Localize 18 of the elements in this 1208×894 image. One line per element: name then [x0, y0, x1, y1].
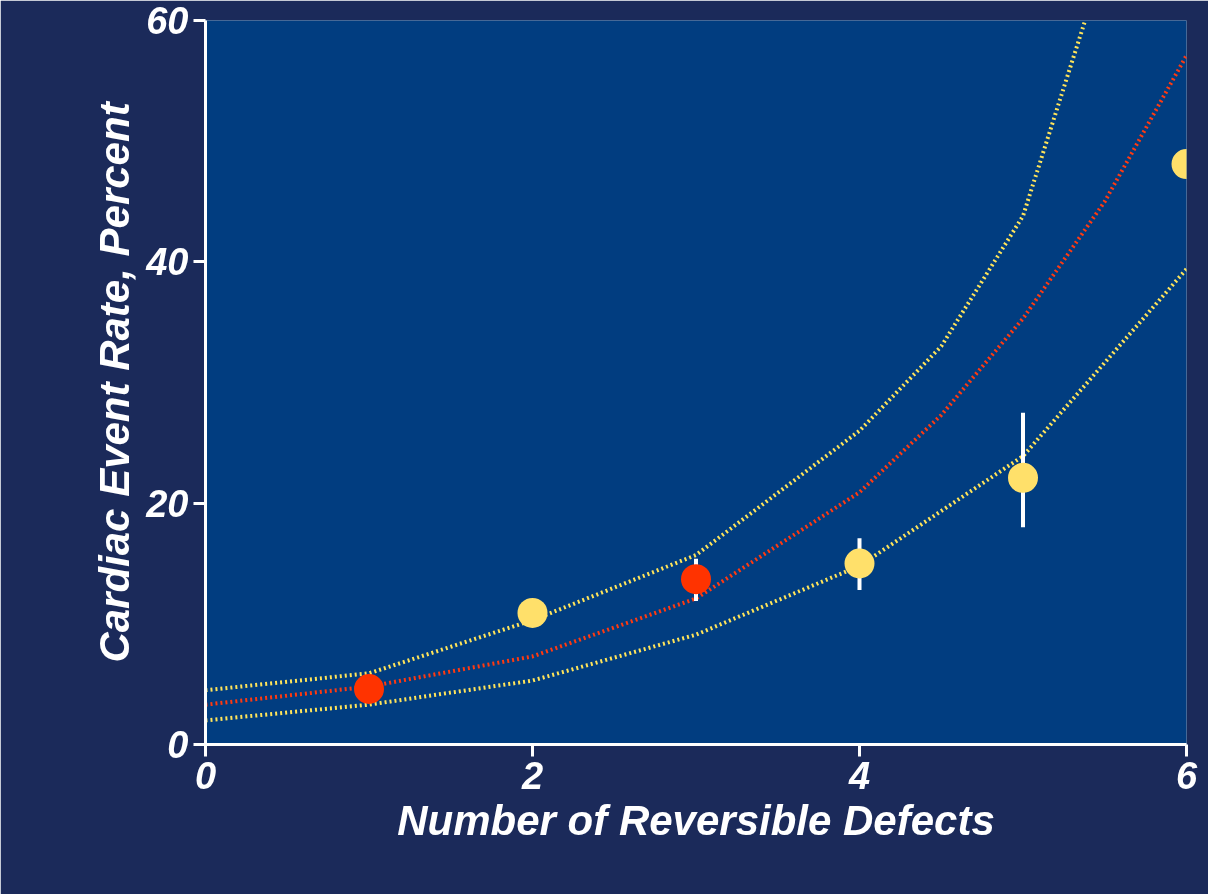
- y-tick-label: 40: [145, 241, 189, 284]
- y-tick-label: 0: [167, 724, 189, 766]
- point: [354, 674, 384, 704]
- line-series: [205, 267, 1187, 723]
- y-tick-label: 20: [145, 482, 189, 525]
- point: [844, 548, 875, 579]
- x-tick-label: 2: [520, 754, 544, 797]
- x-tick-label: 0: [194, 754, 217, 797]
- line-series: [205, 20, 1088, 693]
- point: [681, 564, 711, 595]
- x-tick-label: 6: [1175, 754, 1198, 797]
- x-tick-label: 4: [847, 754, 871, 797]
- point: [1008, 462, 1038, 493]
- y-axis-title: Cardiac Event Rate, Percent: [91, 100, 139, 663]
- line-series: [205, 53, 1187, 707]
- point: [517, 598, 548, 628]
- x-axis-title: Number of Reversible Defects: [397, 796, 995, 844]
- y-tick-label: 60: [146, 0, 189, 42]
